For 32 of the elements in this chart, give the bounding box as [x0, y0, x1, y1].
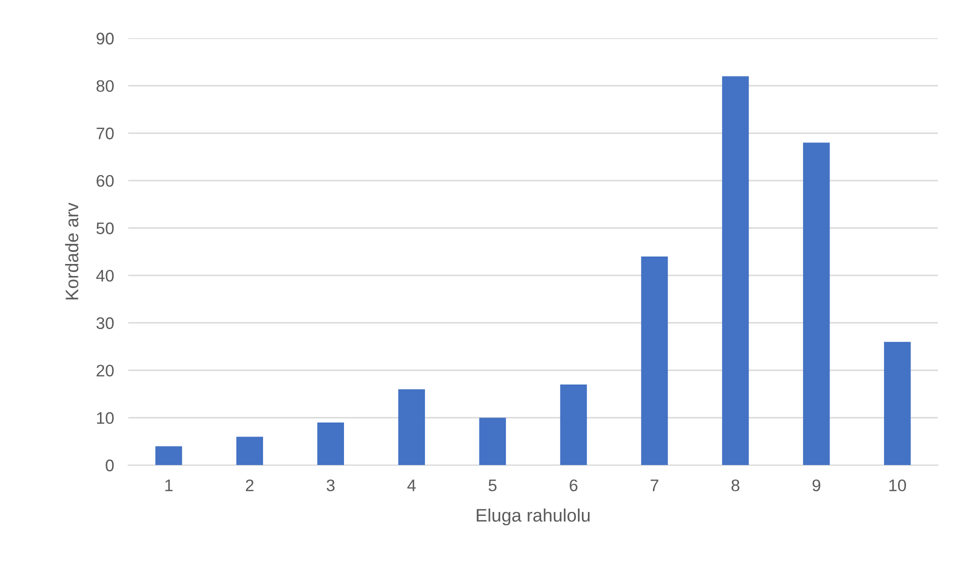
y-tick-label: 80: [96, 80, 114, 92]
y-tick-label: 90: [96, 32, 114, 44]
bar: [398, 389, 425, 466]
y-tick-label: 30: [96, 317, 114, 330]
x-tick-label: 5: [488, 480, 497, 492]
x-axis-title: Eluga rahulolu: [476, 508, 590, 526]
bar: [155, 446, 182, 466]
y-tick-label: 40: [96, 270, 114, 282]
x-tick-label: 7: [650, 480, 658, 492]
bar: [479, 418, 506, 466]
y-tick-label: 20: [96, 364, 114, 376]
x-tick-label: 1: [165, 480, 173, 492]
bar: [722, 76, 749, 466]
y-axis-title: Kordade arv: [65, 202, 78, 300]
bar: [236, 436, 264, 466]
bar: [803, 142, 830, 466]
y-tick-label: 10: [97, 412, 114, 424]
x-tick-label: 2: [246, 479, 254, 492]
y-tick-label: 60: [96, 174, 114, 187]
y-tick-label: 70: [96, 128, 114, 140]
x-tick-label: 9: [812, 479, 820, 492]
bar: [641, 256, 668, 466]
x-tick-label: 8: [732, 479, 740, 492]
bar: [560, 384, 587, 466]
y-tick-label: 50: [96, 222, 114, 234]
x-tick-label: 3: [326, 479, 335, 492]
x-tick-label: 6: [570, 479, 578, 492]
bar: [317, 422, 344, 466]
x-tick-label: 10: [889, 479, 906, 492]
bar: [884, 342, 911, 466]
y-tick-label: 0: [106, 460, 114, 472]
x-tick-label: 4: [407, 480, 416, 492]
